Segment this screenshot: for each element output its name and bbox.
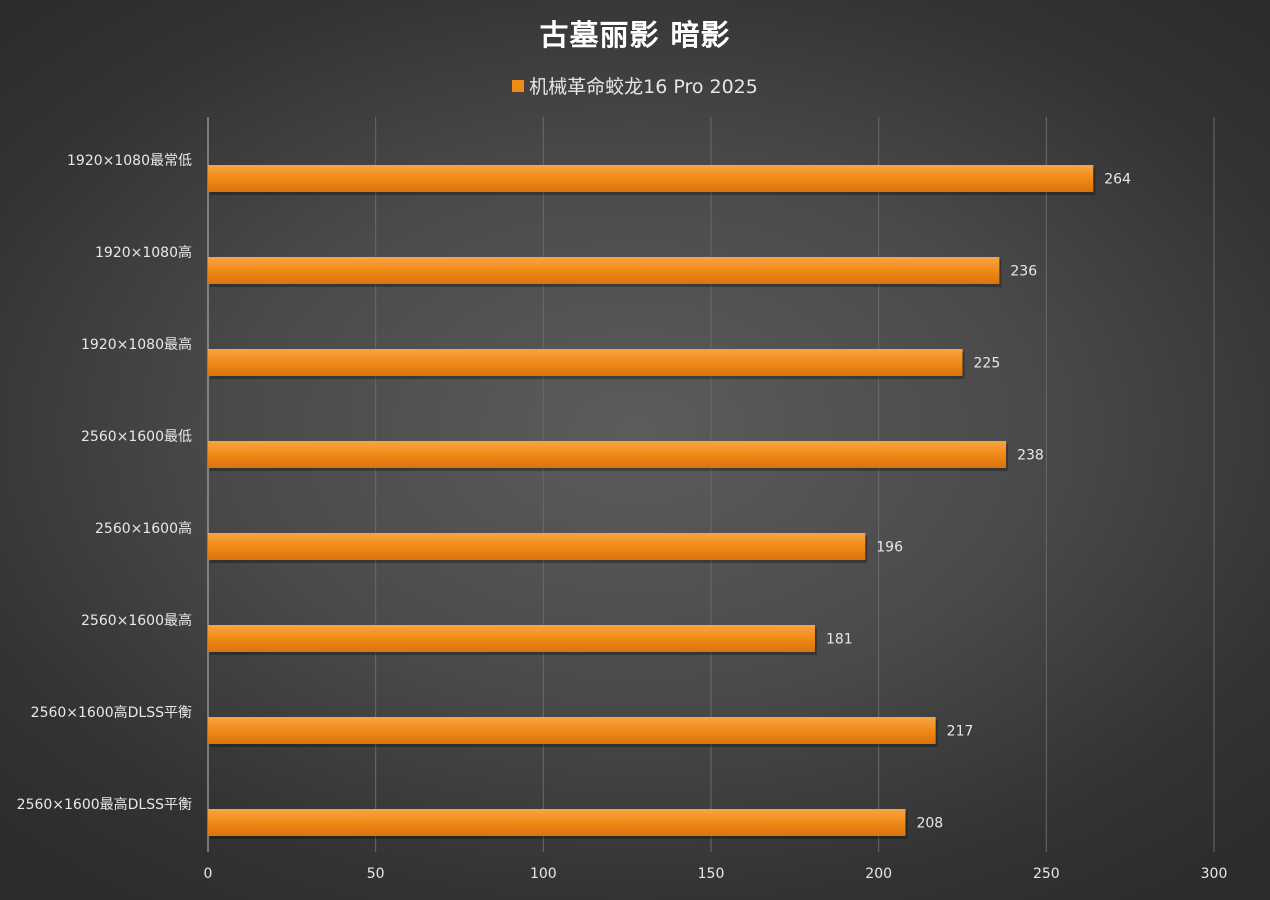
- chart-title: 古墓丽影 暗影: [539, 18, 731, 52]
- bars: [208, 165, 1096, 839]
- x-tick-label: 200: [865, 866, 892, 882]
- bar: [208, 257, 1000, 284]
- x-tick-label: 150: [698, 866, 725, 882]
- labels: 0 50 100 150 200 250 300 1920×1080最常低 264 1920×10…: [17, 153, 1228, 882]
- x-tick-label: 300: [1201, 866, 1228, 882]
- chart-legend: 机械革命蛟龙16 Pro 2025: [0, 72, 1270, 99]
- data-label: 181: [826, 632, 853, 648]
- legend-swatch: [512, 80, 525, 92]
- bar: [208, 717, 936, 744]
- category-label: 1920×1080最常低: [67, 153, 192, 169]
- category-label: 2560×1600最高: [81, 612, 192, 629]
- legend-label: 机械革命蛟龙16 Pro 2025: [529, 76, 758, 98]
- category-label: 1920×1080高: [95, 244, 192, 261]
- x-tick-label: 50: [367, 866, 385, 882]
- bar: [208, 533, 866, 560]
- data-label: 238: [1017, 448, 1044, 464]
- data-label: 225: [974, 356, 1001, 372]
- data-label: 264: [1104, 172, 1131, 188]
- data-label: 217: [947, 724, 974, 740]
- category-label: 2560×1600高DLSS平衡: [31, 704, 192, 721]
- category-label: 2560×1600最高DLSS平衡: [17, 796, 192, 813]
- data-label: 208: [916, 816, 943, 832]
- bar: [208, 349, 963, 376]
- data-label: 236: [1010, 264, 1037, 280]
- x-tick-label: 0: [204, 866, 213, 882]
- category-label: 1920×1080最高: [81, 336, 192, 353]
- category-label: 2560×1600高: [95, 520, 192, 537]
- x-tick-label: 100: [530, 866, 557, 882]
- bar: [208, 165, 1094, 192]
- data-label: 196: [876, 540, 903, 556]
- category-label: 2560×1600最低: [81, 429, 192, 445]
- bar: [208, 625, 815, 652]
- x-tick-label: 250: [1033, 866, 1060, 882]
- bar: [208, 809, 906, 836]
- bar: [208, 441, 1007, 468]
